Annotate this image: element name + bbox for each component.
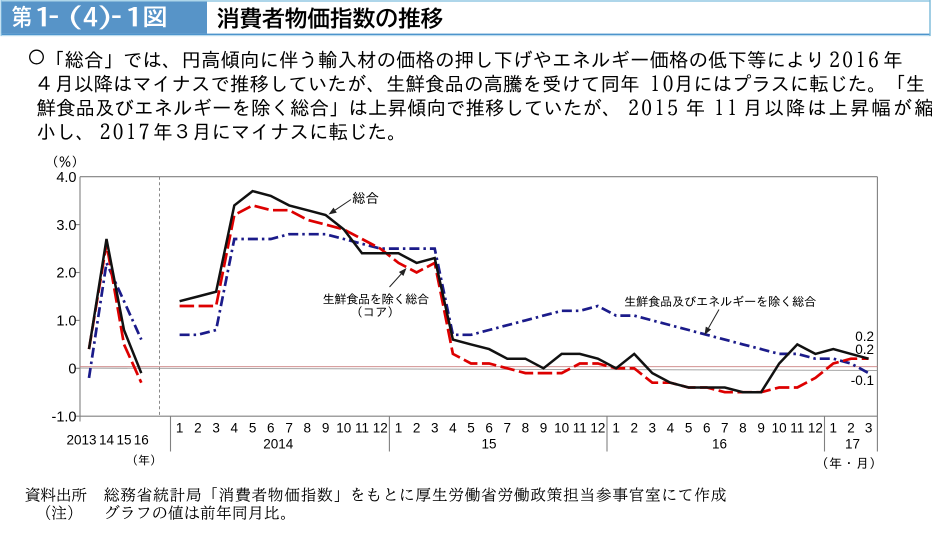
svg-text:10: 10 xyxy=(336,421,351,436)
svg-text:11: 11 xyxy=(790,421,804,436)
svg-text:5: 5 xyxy=(685,421,693,436)
svg-text:15: 15 xyxy=(116,433,131,448)
svg-text:6: 6 xyxy=(267,421,275,436)
svg-text:8: 8 xyxy=(304,421,312,436)
svg-text:9: 9 xyxy=(757,421,765,436)
svg-text:3: 3 xyxy=(212,421,220,436)
svg-text:5: 5 xyxy=(249,421,257,436)
svg-text:1: 1 xyxy=(176,421,184,436)
svg-text:16: 16 xyxy=(134,433,149,448)
svg-text:8: 8 xyxy=(522,421,530,436)
svg-text:10: 10 xyxy=(554,421,569,436)
svg-text:8: 8 xyxy=(739,421,747,436)
svg-text:12: 12 xyxy=(808,421,823,436)
svg-text:2: 2 xyxy=(194,421,202,436)
svg-text:7: 7 xyxy=(285,421,293,436)
svg-text:2013: 2013 xyxy=(66,433,96,448)
svg-text:9: 9 xyxy=(540,421,548,436)
svg-text:3.0: 3.0 xyxy=(56,218,76,234)
svg-text:2: 2 xyxy=(630,421,638,436)
svg-text:0: 0 xyxy=(68,362,76,378)
svg-text:4: 4 xyxy=(231,421,239,436)
svg-text:1: 1 xyxy=(830,421,838,436)
svg-text:7: 7 xyxy=(721,421,729,436)
svg-text:14: 14 xyxy=(99,433,115,448)
svg-text:2.0: 2.0 xyxy=(56,266,76,282)
svg-text:2: 2 xyxy=(847,421,855,436)
svg-text:4: 4 xyxy=(449,421,457,436)
svg-text:17: 17 xyxy=(845,437,860,452)
svg-text:5: 5 xyxy=(467,421,475,436)
svg-text:6: 6 xyxy=(703,421,711,436)
svg-text:2014: 2014 xyxy=(263,437,294,452)
svg-text:11: 11 xyxy=(573,421,587,436)
svg-text:1: 1 xyxy=(395,421,403,436)
svg-text:-0.1: -0.1 xyxy=(851,373,874,388)
svg-text:12: 12 xyxy=(373,421,388,436)
svg-text:0.2: 0.2 xyxy=(855,329,874,344)
svg-text:1: 1 xyxy=(612,421,620,436)
svg-text:3: 3 xyxy=(865,421,873,436)
svg-text:-1.0: -1.0 xyxy=(52,409,77,425)
svg-text:10: 10 xyxy=(772,421,787,436)
svg-text:9: 9 xyxy=(322,421,330,436)
svg-text:16: 16 xyxy=(712,437,727,452)
svg-text:7: 7 xyxy=(504,421,512,436)
svg-text:4: 4 xyxy=(667,421,675,436)
svg-text:4.0: 4.0 xyxy=(56,170,76,186)
svg-text:2: 2 xyxy=(413,421,421,436)
svg-text:11: 11 xyxy=(355,421,369,436)
svg-text:0.2: 0.2 xyxy=(855,342,874,357)
svg-text:15: 15 xyxy=(481,437,496,452)
svg-text:6: 6 xyxy=(485,421,493,436)
svg-text:1.0: 1.0 xyxy=(56,314,76,330)
svg-text:12: 12 xyxy=(590,421,605,436)
svg-text:3: 3 xyxy=(431,421,439,436)
svg-text:3: 3 xyxy=(649,421,657,436)
